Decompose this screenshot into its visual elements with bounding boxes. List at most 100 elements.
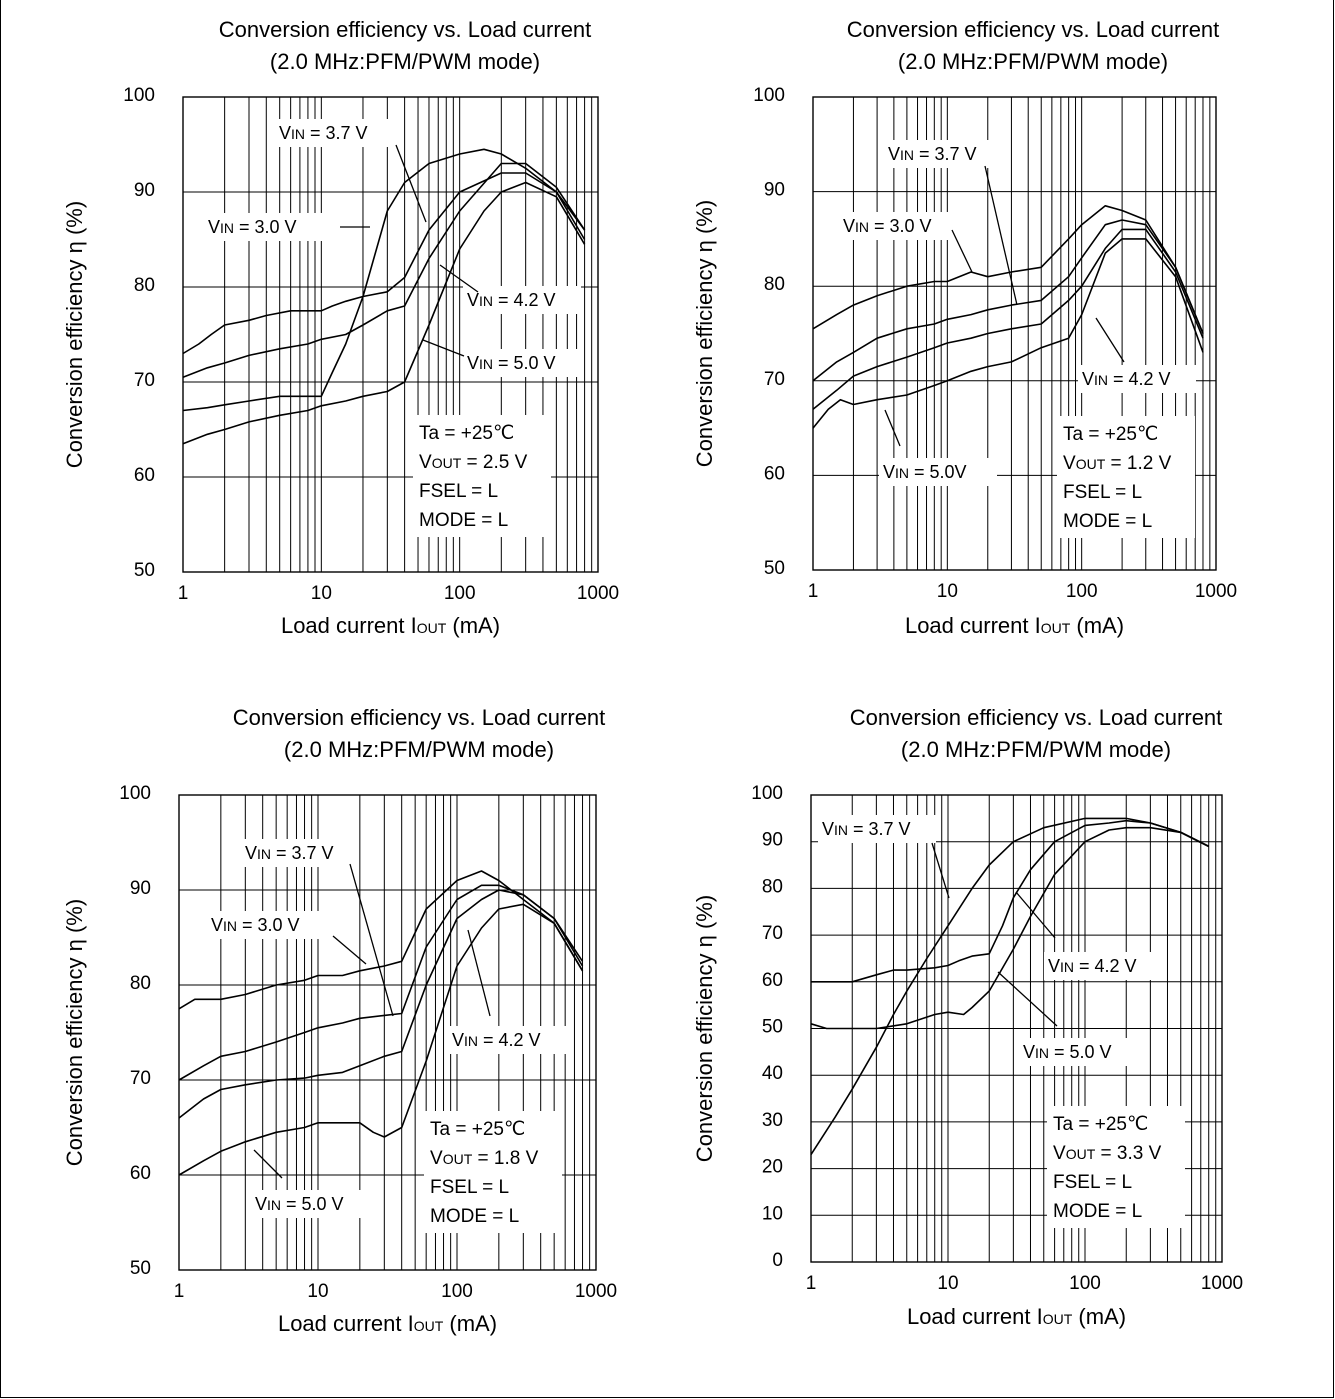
series-line-vin-4-2-v (178, 889, 584, 1119)
series-line-vin-5-0-v (182, 181, 586, 445)
chart-subtitle: (2.0 MHz:PFM/PWM mode) (898, 49, 1168, 74)
condition-line: VOUT = 3.3 V (1053, 1143, 1162, 1164)
y-tick-label: 50 (764, 558, 785, 579)
y-tick-label: 60 (762, 970, 783, 991)
series-label: VIN = 4.2 V (467, 290, 556, 310)
leader-line (349, 863, 394, 1017)
leader-line (439, 264, 479, 293)
series-label: VIN = 5.0 V (255, 1194, 344, 1214)
series-label: VIN = 5.0 V (1023, 1042, 1112, 1062)
leader-line (422, 339, 465, 357)
y-tick-label: 60 (130, 1163, 151, 1184)
x-tick-label: 10 (937, 1273, 958, 1294)
series-line-vin-4-2-v (812, 228, 1204, 410)
condition-line: MODE = L (430, 1206, 519, 1227)
y-tick-label: 100 (753, 85, 785, 106)
y-tick-label: 90 (764, 180, 785, 201)
series-label-bg (839, 212, 957, 240)
plot-frame (182, 96, 599, 573)
series-label-bg (207, 911, 325, 939)
x-tick-label: 1000 (575, 1281, 617, 1302)
condition-line: FSEL = L (419, 481, 498, 502)
y-tick-label: 0 (772, 1250, 783, 1271)
y-tick-label: 40 (762, 1063, 783, 1084)
y-tick-label: 80 (764, 274, 785, 295)
leader-line (1095, 317, 1125, 363)
leader-line (1015, 891, 1056, 939)
condition-line: VOUT = 1.2 V (1063, 453, 1172, 474)
series-labels: VIN = 3.7 V VIN = 4.2 V VIN = 5.0 V (818, 815, 1162, 1066)
x-tick-label: 1 (178, 583, 189, 604)
series-label-bg (448, 1026, 566, 1054)
series-label-bg (1019, 1038, 1137, 1066)
y-tick-label: 60 (764, 463, 785, 484)
conditions-block: Ta = +25℃ VOUT = 2.5 V FSEL = L MODE = L (413, 415, 551, 537)
plot-frame (812, 96, 1217, 571)
series-label: VIN = 3.0 V (211, 915, 300, 935)
x-tick-label: 100 (441, 1281, 473, 1302)
condition-line: Ta = +25℃ (419, 423, 514, 444)
plot-frame (810, 794, 1223, 1263)
y-tick-label: 50 (130, 1258, 151, 1279)
conditions-bg (424, 1111, 562, 1233)
series-label-bg (1044, 952, 1162, 980)
x-tick-label: 1 (806, 1273, 817, 1294)
series-label-bg (204, 213, 322, 241)
y-tick-label: 90 (134, 180, 155, 201)
series-label: VIN = 3.0 V (843, 216, 932, 236)
x-tick-label: 1 (808, 581, 819, 602)
chart-title: Conversion efficiency vs. Load current (847, 17, 1220, 42)
y-tick-label: 50 (762, 1017, 783, 1038)
y-axis-label: Conversion efficiency η (%) (692, 895, 717, 1162)
series-label-bg (241, 839, 359, 867)
series-line-vin-3-0-v (182, 172, 586, 355)
y-tick-label: 100 (751, 783, 783, 804)
chart-panel-3: Conversion efficiency vs. Load current (2… (62, 705, 617, 1336)
y-axis-label: Conversion efficiency η (%) (692, 200, 717, 467)
chart-panel-2: Conversion efficiency vs. Load current (2… (692, 17, 1237, 638)
y-tick-label: 30 (762, 1110, 783, 1131)
series-line-vin-3-7-v (182, 148, 586, 412)
series-label: VIN = 3.7 V (888, 144, 977, 164)
y-axis-label: Conversion efficiency η (%) (62, 899, 87, 1166)
condition-line: FSEL = L (1053, 1172, 1132, 1193)
leader-line (931, 842, 950, 899)
conditions-bg (1057, 416, 1195, 538)
x-tick-label: 1000 (1195, 581, 1237, 602)
chart-subtitle: (2.0 MHz:PFM/PWM mode) (270, 49, 540, 74)
series-label-bg (275, 119, 393, 147)
y-tick-label: 70 (130, 1068, 151, 1089)
series-labels: VIN = 3.0 V VIN = 3.7 V VIN = 4.2 V VIN = 5… (204, 119, 581, 377)
y-tick-label: 90 (762, 830, 783, 851)
chart-subtitle: (2.0 MHz:PFM/PWM mode) (284, 737, 554, 762)
series-label: VIN = 5.0 V (467, 353, 556, 373)
leader-line (997, 971, 1058, 1027)
condition-line: MODE = L (1053, 1201, 1142, 1222)
series-label: VIN = 4.2 V (1082, 369, 1171, 389)
series-label: VIN = 3.7 V (245, 843, 334, 863)
y-axis-label: Conversion efficiency η (%) (62, 201, 87, 468)
chart-title: Conversion efficiency vs. Load current (219, 17, 592, 42)
chart-title: Conversion efficiency vs. Load current (850, 705, 1223, 730)
x-axis-label: Load current IOUT (mA) (907, 1304, 1126, 1329)
y-tick-label: 60 (134, 465, 155, 486)
series-label-bg (879, 458, 997, 486)
condition-line: VOUT = 2.5 V (419, 452, 528, 473)
series-label: VIN = 5.0V (883, 462, 967, 482)
series-label-bg (463, 286, 581, 314)
conditions-bg (1047, 1106, 1185, 1228)
leader-line (332, 935, 367, 965)
series-labels: VIN = 3.0 V VIN = 3.7 V VIN = 4.2 V VIN = 5… (839, 140, 1196, 486)
series-label: VIN = 4.2 V (452, 1030, 541, 1050)
chart-subtitle: (2.0 MHz:PFM/PWM mode) (901, 737, 1171, 762)
x-tick-label: 1 (174, 1281, 185, 1302)
y-tick-label: 100 (119, 783, 151, 804)
leader-line (951, 229, 973, 273)
y-tick-label: 70 (134, 370, 155, 391)
series-line-vin-3-7-v (178, 884, 584, 1081)
x-axis-label: Load current IOUT (mA) (905, 613, 1124, 638)
y-tick-label: 10 (762, 1203, 783, 1224)
y-tick-label: 80 (130, 973, 151, 994)
